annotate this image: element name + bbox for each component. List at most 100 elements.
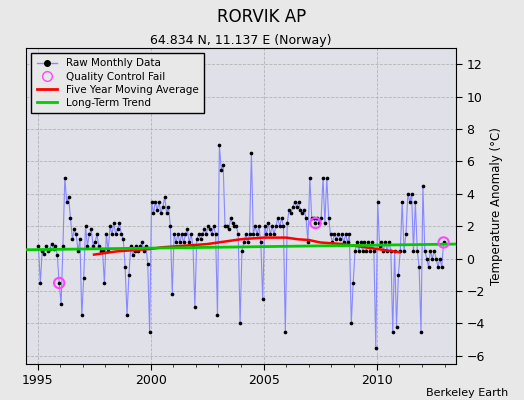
Point [440, 239, 448, 246]
Point [223, 223, 231, 230]
Point [440, 239, 448, 246]
Point [426, 247, 434, 254]
Point [67, 215, 75, 221]
Point [304, 239, 312, 246]
Point [151, 199, 159, 205]
Point [121, 264, 129, 270]
Point [204, 223, 212, 230]
Point [206, 226, 214, 233]
Point [375, 242, 384, 249]
Point [236, 320, 244, 327]
Point [302, 215, 310, 221]
Point [189, 242, 197, 249]
Point [400, 247, 408, 254]
Point [356, 239, 365, 246]
Point [194, 231, 203, 238]
Point [330, 231, 339, 238]
Point [305, 174, 314, 181]
Point [342, 231, 350, 238]
Point [390, 247, 399, 254]
Point [362, 247, 370, 254]
Point [311, 220, 320, 226]
Point [226, 215, 235, 221]
Point [417, 328, 425, 335]
Point [281, 328, 290, 335]
Point [385, 239, 393, 246]
Point [309, 215, 318, 221]
Point [140, 247, 148, 254]
Point [130, 247, 139, 254]
Point [428, 256, 436, 262]
Point [215, 142, 224, 148]
Point [181, 231, 190, 238]
Point [398, 199, 406, 205]
Point [374, 199, 382, 205]
Point [228, 220, 237, 226]
Point [251, 223, 259, 230]
Point [355, 247, 363, 254]
Point [366, 247, 374, 254]
Point [94, 242, 103, 249]
Point [392, 324, 401, 330]
Point [421, 247, 429, 254]
Point [247, 150, 256, 156]
Point [144, 260, 152, 267]
Point [379, 247, 388, 254]
Point [83, 242, 92, 249]
Point [381, 239, 389, 246]
Point [268, 223, 276, 230]
Point [112, 231, 120, 238]
Point [108, 231, 116, 238]
Point [415, 264, 423, 270]
Point [345, 231, 354, 238]
Point [38, 247, 47, 254]
Point [324, 215, 333, 221]
Point [68, 236, 77, 242]
Point [377, 239, 386, 246]
Point [407, 191, 416, 197]
Point [326, 231, 335, 238]
Point [40, 251, 48, 257]
Point [70, 226, 79, 233]
Point [230, 223, 238, 230]
Point [432, 256, 440, 262]
Point [202, 231, 210, 238]
Point [311, 220, 320, 226]
Point [349, 280, 357, 286]
Point [292, 204, 301, 210]
Title: 64.834 N, 11.137 E (Norway): 64.834 N, 11.137 E (Norway) [150, 34, 332, 47]
Point [55, 280, 63, 286]
Point [134, 247, 143, 254]
Point [93, 231, 101, 238]
Point [46, 246, 54, 252]
Point [387, 247, 395, 254]
Point [364, 239, 373, 246]
Point [244, 239, 252, 246]
Point [75, 236, 84, 242]
Point [321, 220, 329, 226]
Point [132, 242, 140, 249]
Text: RORVIK AP: RORVIK AP [217, 8, 307, 26]
Point [113, 226, 122, 233]
Point [313, 215, 322, 221]
Point [178, 231, 186, 238]
Point [347, 320, 355, 327]
Point [438, 264, 446, 270]
Point [157, 210, 165, 216]
Point [361, 239, 369, 246]
Point [61, 174, 69, 181]
Point [368, 239, 376, 246]
Point [146, 328, 154, 335]
Point [272, 223, 280, 230]
Point [153, 207, 161, 213]
Point [253, 231, 261, 238]
Point [225, 226, 233, 233]
Point [334, 231, 342, 238]
Point [136, 242, 145, 249]
Point [64, 194, 73, 200]
Point [419, 182, 427, 189]
Point [372, 344, 380, 351]
Point [353, 239, 361, 246]
Point [263, 231, 271, 238]
Point [383, 247, 391, 254]
